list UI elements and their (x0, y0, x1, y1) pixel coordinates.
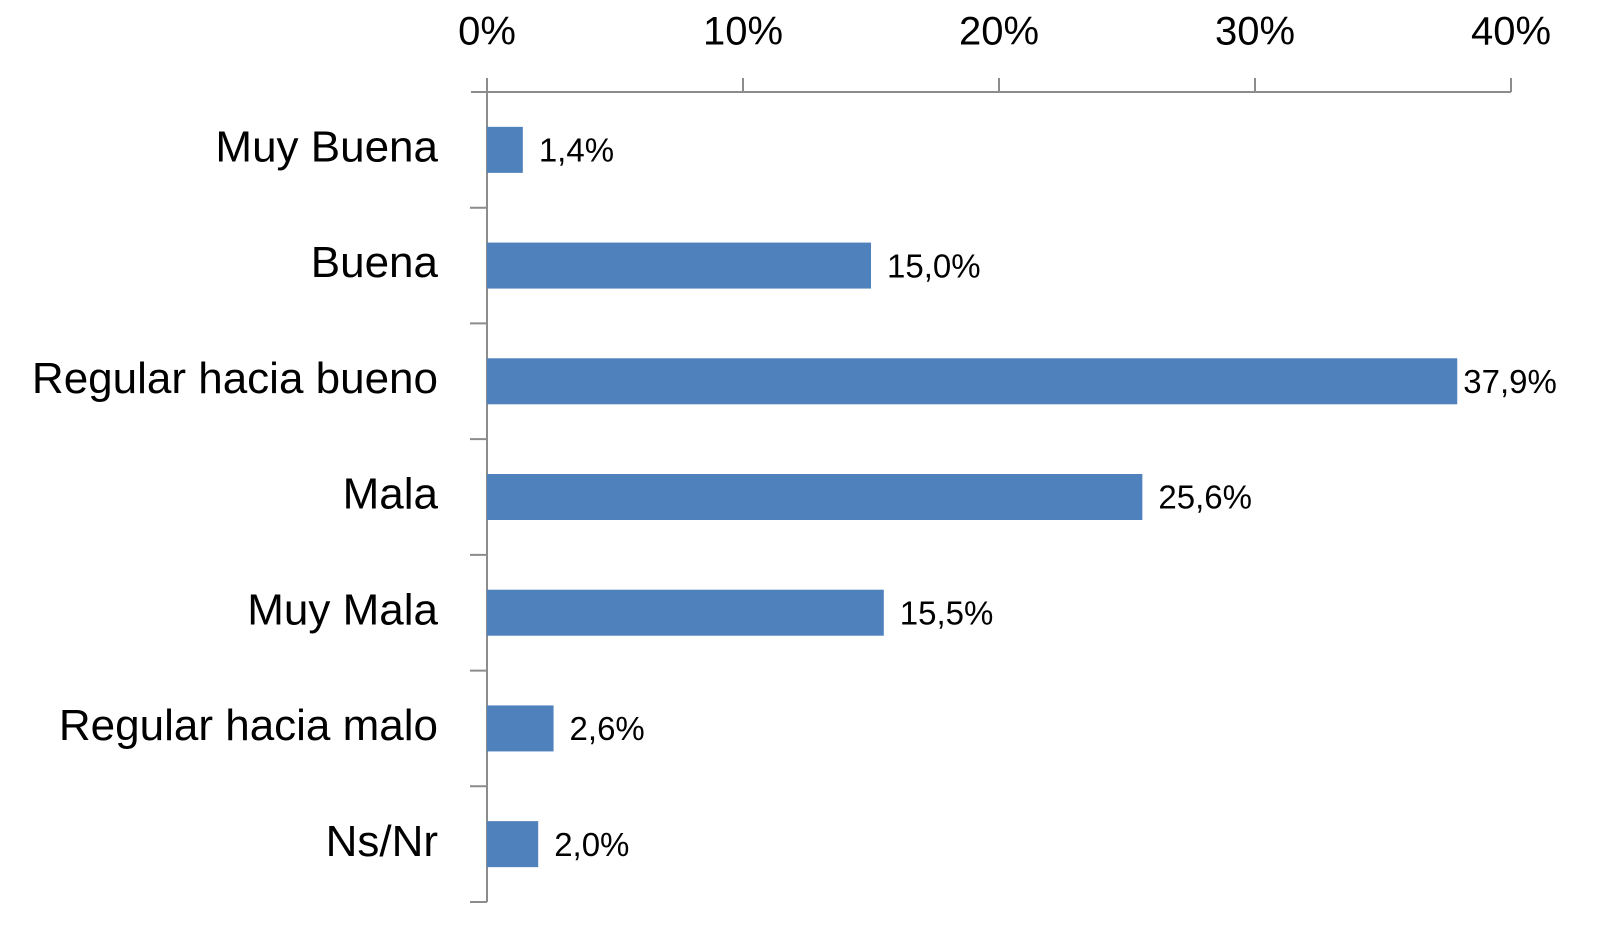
value-label: 15,5% (900, 594, 994, 631)
bar (487, 474, 1143, 520)
bar (487, 126, 523, 173)
value-label: 1,4% (539, 132, 614, 169)
category-label: Regular hacia malo (59, 701, 438, 750)
category-label: Ns/Nr (326, 817, 438, 866)
bar (487, 589, 884, 636)
x-tick-label: 20% (959, 10, 1039, 54)
x-tick-label: 10% (703, 10, 783, 54)
category-label: Buena (311, 238, 439, 287)
category-label: Muy Buena (215, 122, 438, 171)
x-tick-label: 40% (1471, 10, 1551, 54)
bar (487, 358, 1458, 405)
bar (487, 821, 539, 868)
value-label: 25,6% (1158, 479, 1252, 516)
category-label: Mala (343, 470, 439, 519)
x-tick-label: 30% (1215, 10, 1295, 54)
value-label: 2,6% (570, 710, 645, 747)
category-label: Regular hacia bueno (32, 354, 438, 403)
value-label: 15,0% (887, 247, 981, 284)
value-label: 37,9% (1463, 363, 1557, 400)
x-tick-label: 0% (458, 10, 516, 54)
bar (487, 705, 554, 752)
bar (487, 242, 871, 289)
value-label: 2,0% (554, 826, 629, 863)
category-label: Muy Mala (247, 585, 438, 634)
